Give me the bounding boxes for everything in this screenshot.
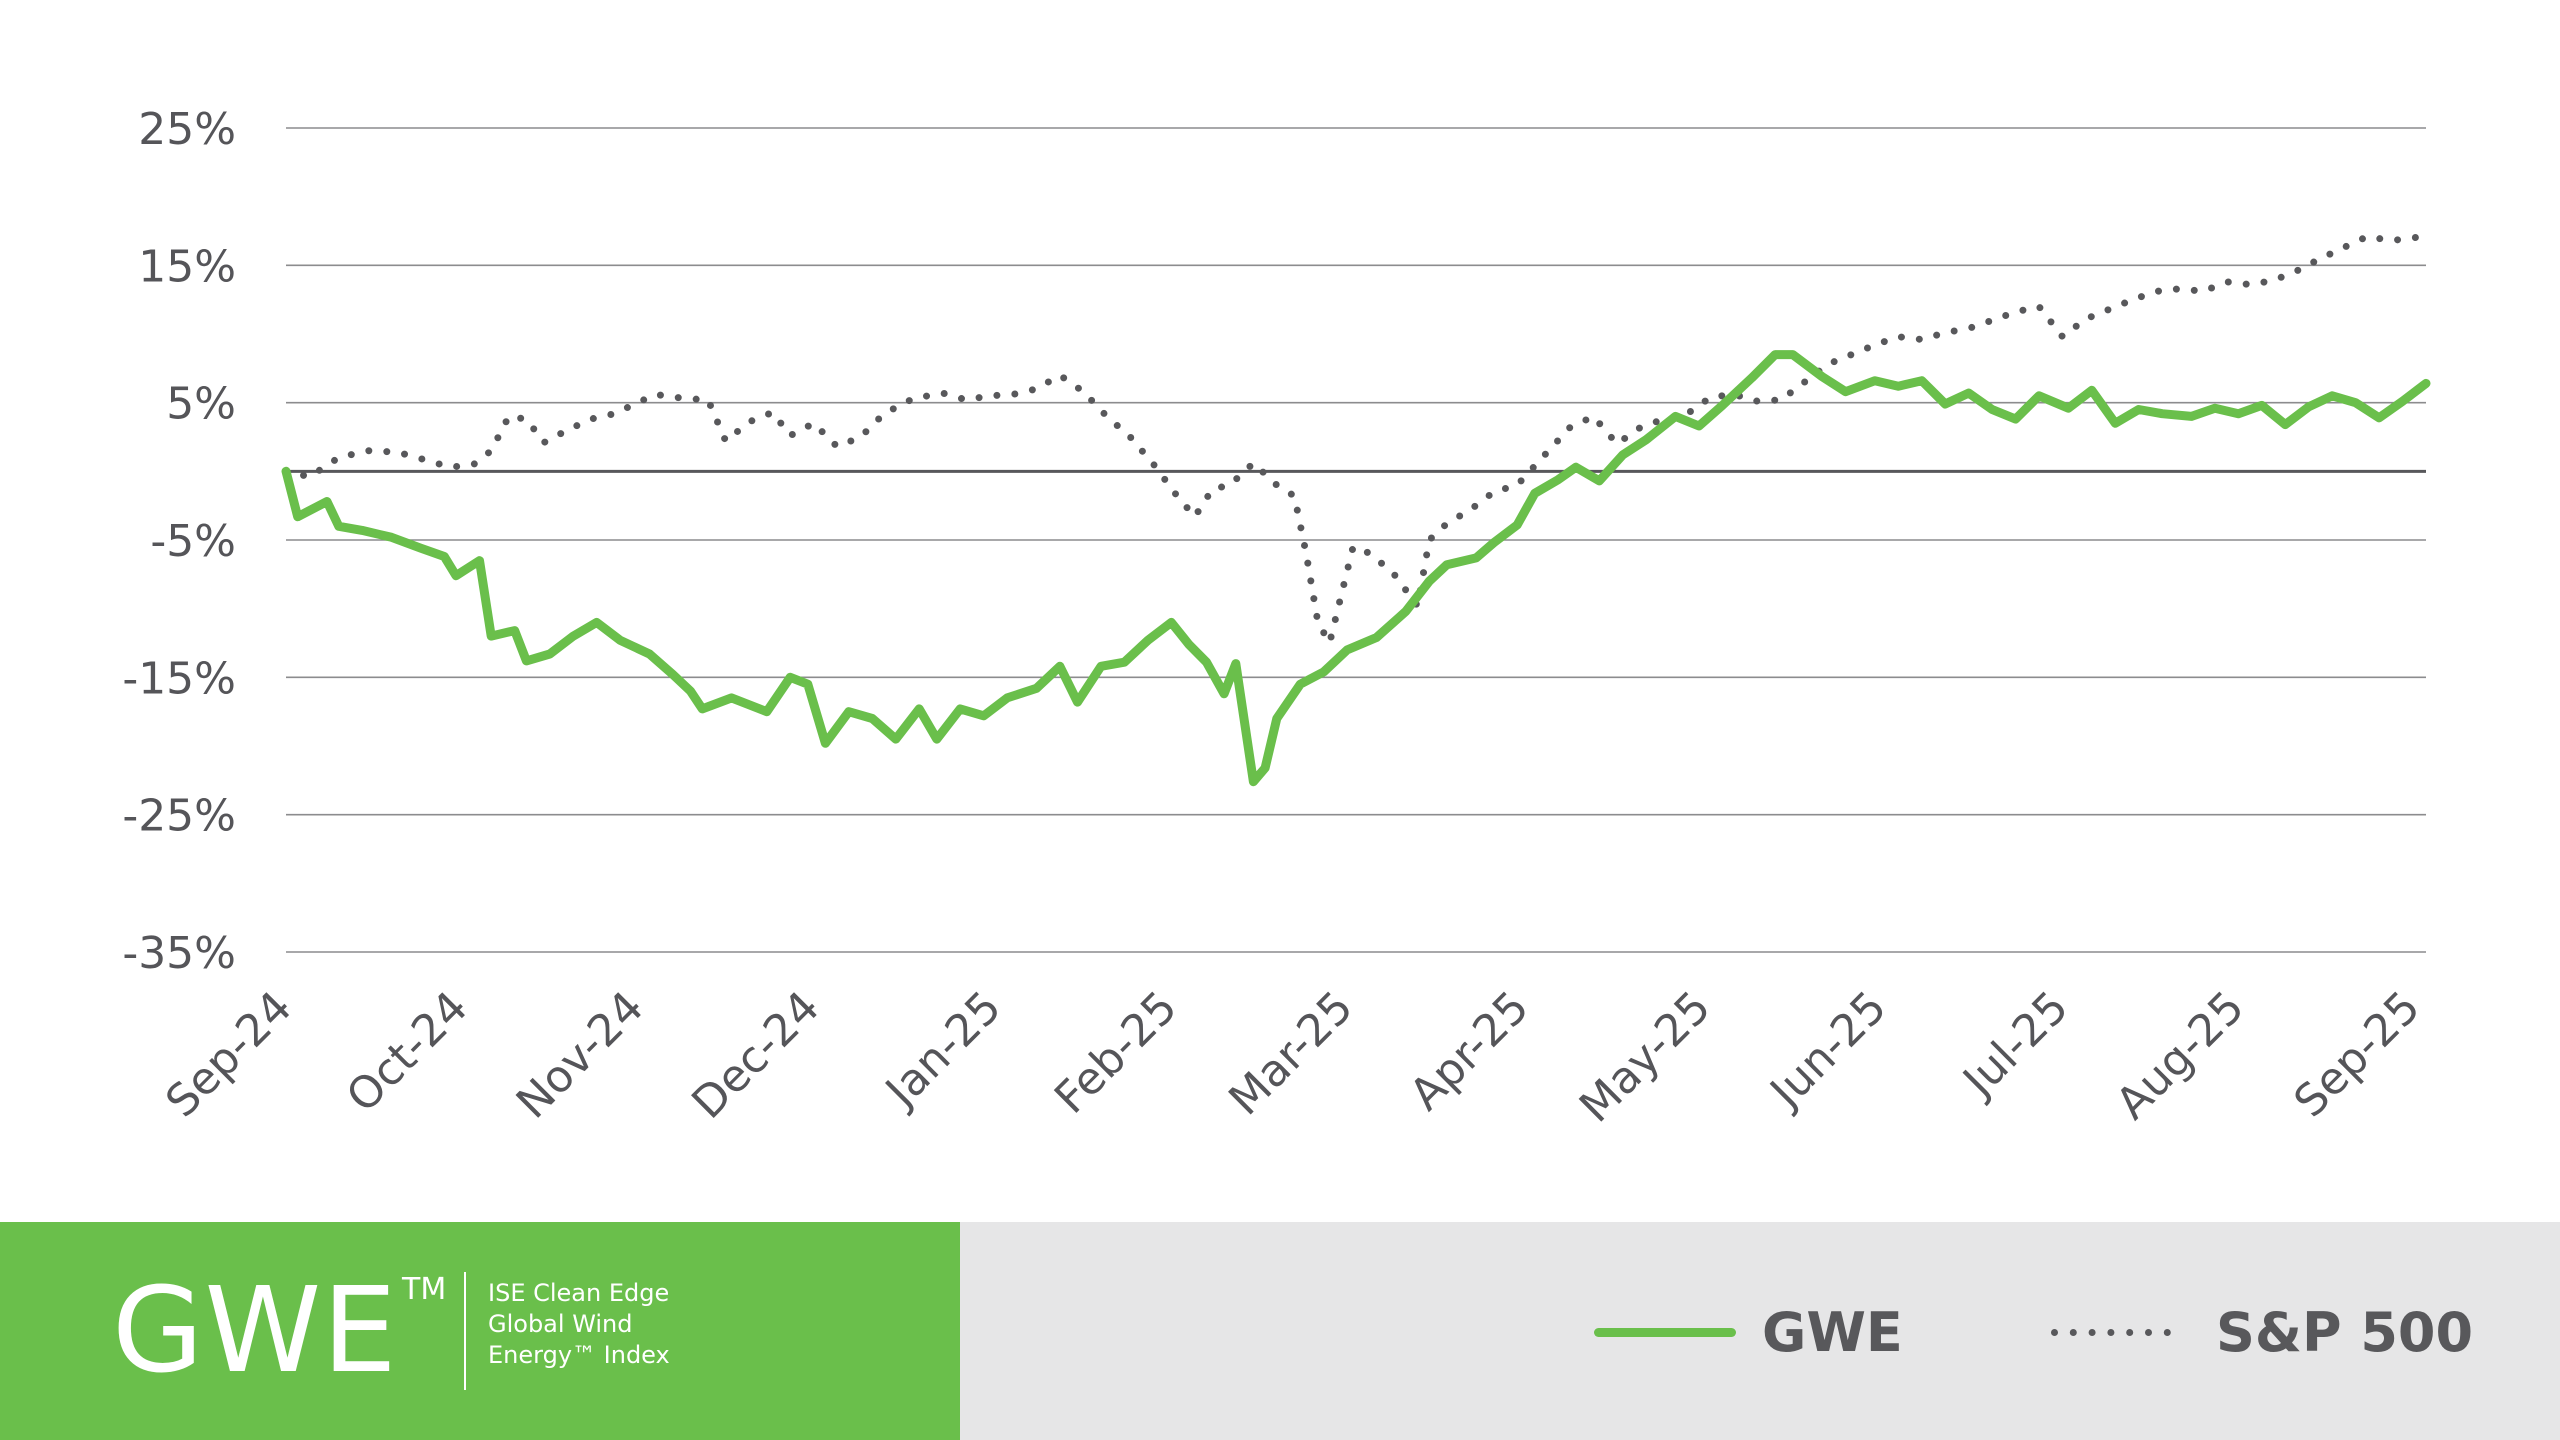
y-tick-label: -35%: [122, 928, 236, 979]
x-tick-label: Jun-25: [1759, 982, 1897, 1120]
series-line-sp500: [282, 230, 2430, 647]
x-tick-label: Sep-25: [2285, 982, 2431, 1128]
legend-swatch-gwe: [1594, 1327, 1736, 1337]
brand-panel: GWE TM ISE Clean Edge Global Wind Energy…: [0, 1222, 960, 1440]
y-tick-label: -15%: [122, 653, 236, 704]
fund-logo: GWE: [112, 1261, 398, 1399]
x-tick-label: Mar-25: [1219, 982, 1363, 1126]
x-tick-label: Apr-25: [1400, 982, 1539, 1121]
x-tick-label: Nov-24: [507, 982, 654, 1129]
x-tick-label: Oct-24: [337, 982, 478, 1123]
brand-divider: [464, 1272, 466, 1390]
x-tick-label: Feb-25: [1045, 982, 1187, 1124]
legend-item-sp500: S&P 500: [2050, 1292, 2473, 1372]
y-tick-label: 25%: [138, 104, 236, 155]
series-line-gwe: [281, 350, 2431, 787]
index-name-line: Energy™ Index: [488, 1341, 670, 1369]
x-tick-label: Sep-24: [156, 982, 302, 1128]
legend-label-sp500: S&P 500: [2216, 1300, 2474, 1364]
legend-item-gwe: GWE: [1594, 1292, 1903, 1372]
y-tick-label: -5%: [150, 516, 236, 567]
index-name-line: ISE Clean Edge: [488, 1279, 670, 1307]
x-tick-label: Jul-25: [1952, 982, 2079, 1109]
legend-label-gwe: GWE: [1762, 1300, 1903, 1364]
legend-swatch-sp500: [2050, 1328, 2190, 1337]
x-tick-label: Jan-25: [874, 982, 1011, 1119]
y-tick-label: 5%: [166, 379, 236, 430]
index-name-line: Global Wind: [488, 1310, 633, 1338]
footer-bar: GWE TM ISE Clean Edge Global Wind Energy…: [0, 1222, 2560, 1440]
x-tick-label: May-25: [1570, 982, 1721, 1133]
performance-chart: 25% 15% 5% -5% -15% -25% -35% Sep-24 Oct-24 Nov-…: [122, 104, 2431, 1133]
trademark-symbol: TM: [402, 1272, 447, 1307]
y-tick-label: 15%: [138, 241, 236, 292]
grid-lines: [286, 127, 2426, 953]
x-tick-label: Aug-25: [2107, 982, 2255, 1130]
y-tick-labels: 25% 15% 5% -5% -15% -25% -35%: [122, 104, 236, 979]
series-lines: [281, 230, 2431, 787]
x-tick-label: Dec-24: [682, 982, 829, 1129]
index-name: ISE Clean Edge Global Wind Energy™ Index: [488, 1278, 738, 1371]
y-tick-label: -25%: [122, 791, 236, 842]
legend: GWE S&P 500: [960, 1222, 2560, 1440]
x-tick-labels: Sep-24 Oct-24 Nov-24 Dec-24 Jan-25 Feb-25 Mar-…: [156, 982, 2430, 1133]
